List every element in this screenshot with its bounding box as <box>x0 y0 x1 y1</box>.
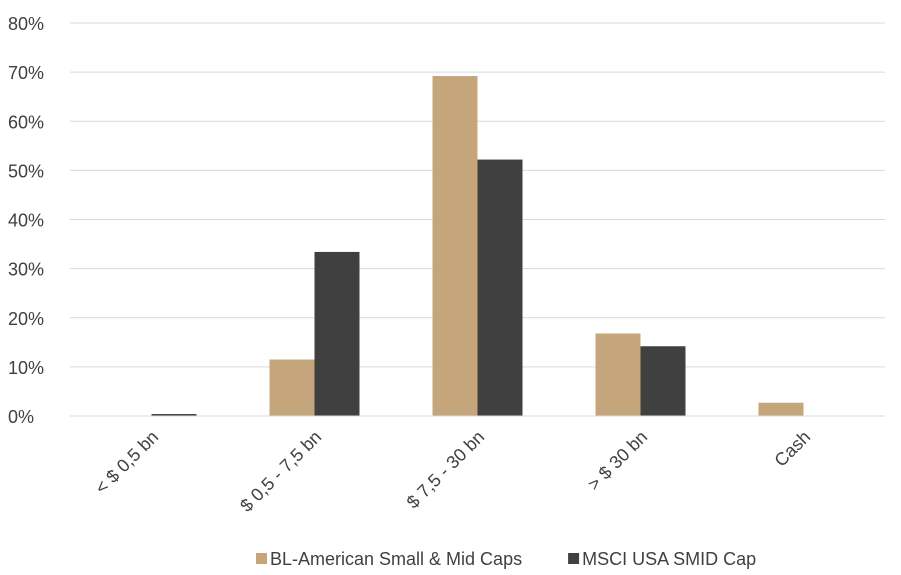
y-tick-label: 30% <box>8 260 44 280</box>
y-tick-label: 20% <box>8 309 44 329</box>
legend-swatch <box>256 553 267 564</box>
bar <box>640 346 686 416</box>
bar <box>314 251 360 416</box>
legend-swatch <box>568 553 580 564</box>
y-tick-label: 60% <box>8 112 44 132</box>
y-tick-label: 0% <box>8 407 34 427</box>
y-tick-label: 80% <box>8 14 44 34</box>
bars <box>151 76 804 417</box>
x-category-label: $ 7,5 - 30 bn <box>403 427 489 513</box>
y-tick-label: 40% <box>8 211 44 231</box>
bar <box>269 359 315 416</box>
y-tick-label: 70% <box>8 63 44 83</box>
x-category-label: $ 0,5 - 7,5 bn <box>236 427 325 516</box>
x-axis-category-labels: < $ 0,5 bn $ 0,5 - 7,5 bn $ 7,5 - 30 bn > $… <box>91 427 814 516</box>
y-axis-tick-labels: 0% 10% 20% 30% 40% 50% 60% 70% 80% <box>8 14 44 427</box>
bar <box>151 414 197 416</box>
x-category-label: Cash <box>770 427 814 471</box>
bar <box>432 76 478 417</box>
y-tick-label: 50% <box>8 161 44 181</box>
bar <box>758 402 804 416</box>
bar <box>595 333 641 416</box>
y-tick-label: 10% <box>8 358 44 378</box>
legend: BL-American Small & Mid Caps MSCI USA SMI… <box>256 549 756 569</box>
legend-label: BL-American Small & Mid Caps <box>270 549 522 569</box>
legend-label: MSCI USA SMID Cap <box>582 549 756 569</box>
bar <box>477 159 523 416</box>
x-category-label: < $ 0,5 bn <box>91 427 162 498</box>
x-category-label: > $ 30 bn <box>584 427 652 495</box>
